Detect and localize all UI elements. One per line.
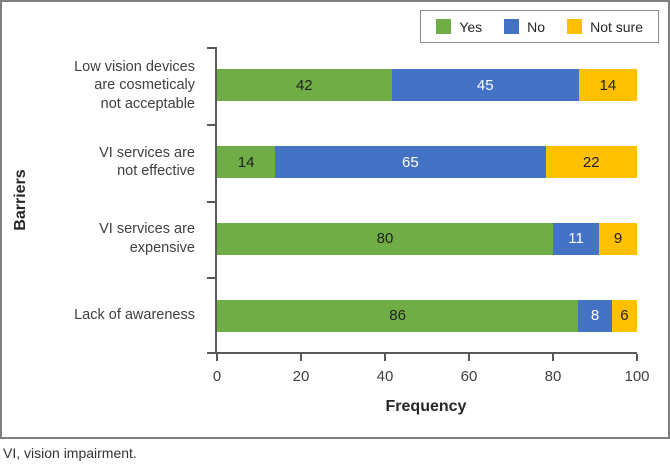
bar-segment-yes: 42 bbox=[217, 69, 392, 102]
y-axis-tick bbox=[207, 123, 215, 126]
x-axis-tick bbox=[300, 354, 302, 361]
y-axis-tick bbox=[207, 277, 215, 280]
y-axis-tick bbox=[207, 47, 215, 49]
bar-value-label: 9 bbox=[613, 230, 623, 248]
bar-segment-no: 8 bbox=[578, 299, 612, 332]
bar-value-label: 8 bbox=[590, 307, 600, 325]
bar-value-label: 45 bbox=[476, 76, 494, 94]
category-label-line: expensive bbox=[129, 239, 195, 256]
bar-value-label: 65 bbox=[402, 153, 419, 171]
legend-label: Yes bbox=[459, 18, 483, 35]
legend-swatch bbox=[436, 19, 452, 34]
bar-segment-not-sure: 14 bbox=[578, 69, 637, 102]
category-label-line: are cosmeticaly bbox=[94, 77, 195, 94]
x-axis-title: Frequency bbox=[385, 398, 467, 415]
y-axis-tick bbox=[207, 200, 215, 203]
category-label-line: Lack of awareness bbox=[74, 307, 195, 324]
bar-row: 86 8 6 bbox=[217, 299, 637, 332]
legend-label: No bbox=[527, 18, 546, 35]
x-axis-tick-label: 60 bbox=[460, 368, 478, 385]
bar-value-label: 22 bbox=[582, 153, 600, 171]
x-axis-tick bbox=[468, 354, 470, 361]
x-axis-tick-label: 20 bbox=[292, 368, 310, 385]
category-label-line: VI services are bbox=[99, 221, 195, 238]
y-axis-tick bbox=[207, 352, 215, 354]
x-axis-tick bbox=[384, 354, 386, 361]
category-label-line: not effective bbox=[117, 163, 195, 180]
bar-segment-yes: 80 bbox=[217, 222, 553, 255]
category-label-line: not acceptable bbox=[100, 95, 195, 112]
legend-item-no: No bbox=[504, 19, 545, 34]
legend-item-not-sure: Not sure bbox=[567, 19, 643, 34]
bar-value-label: 80 bbox=[376, 230, 394, 248]
category-label-line: VI services are bbox=[99, 144, 195, 161]
x-axis-tick bbox=[552, 354, 554, 361]
legend-item-yes: Yes bbox=[436, 19, 482, 34]
bar-segment-yes: 86 bbox=[217, 299, 579, 332]
legend-swatch bbox=[504, 19, 520, 34]
category-label-line: Low vision devices bbox=[74, 58, 195, 75]
x-axis-tick-label: 100 bbox=[624, 368, 650, 385]
x-axis-tick-label: 80 bbox=[544, 368, 562, 385]
bar-segment-not-sure: 9 bbox=[599, 222, 637, 255]
legend-label: Not sure bbox=[590, 18, 643, 35]
bar-value-label: 42 bbox=[295, 76, 313, 94]
bar-segment-not-sure: 22 bbox=[545, 146, 637, 179]
chart-figure: Yes No Not sure Barriers Low vision device… bbox=[0, 0, 670, 439]
bar-value-label: 86 bbox=[389, 307, 406, 325]
category-label: VI services are expensive bbox=[12, 201, 195, 278]
plot-area: 42 45 14 14 65 22 80 11 9 86 8 6 0 20 40 60 80 100 bbox=[207, 47, 650, 384]
category-label: VI services are not effective bbox=[12, 124, 195, 201]
bar-row: 42 45 14 bbox=[217, 69, 637, 102]
bar-segment-not-sure: 6 bbox=[611, 299, 637, 332]
bar-value-label: 14 bbox=[599, 76, 617, 94]
bar-segment-no: 11 bbox=[553, 222, 600, 255]
category-axis-labels: Low vision devices are cosmeticaly not acc… bbox=[2, 47, 203, 354]
category-label: Lack of awareness bbox=[12, 277, 195, 354]
bar-segment-no: 45 bbox=[391, 69, 579, 102]
bar-segment-yes: 14 bbox=[217, 146, 276, 179]
category-label: Low vision devices are cosmeticaly not acc… bbox=[12, 47, 195, 124]
x-axis-tick bbox=[216, 354, 218, 361]
bar-row: 14 65 22 bbox=[217, 146, 637, 179]
footnote: VI, vision impairment. bbox=[3, 445, 137, 461]
x-axis-tick bbox=[636, 354, 638, 361]
bar-value-label: 11 bbox=[568, 230, 584, 248]
legend: Yes No Not sure bbox=[420, 10, 659, 43]
x-axis-tick-label: 40 bbox=[376, 368, 394, 385]
bar-value-label: 6 bbox=[620, 307, 629, 325]
bar-value-label: 14 bbox=[237, 153, 255, 171]
legend-swatch bbox=[567, 19, 583, 34]
bar-row: 80 11 9 bbox=[217, 222, 637, 255]
x-axis-tick-label: 0 bbox=[212, 368, 222, 385]
bar-segment-no: 65 bbox=[275, 146, 546, 179]
